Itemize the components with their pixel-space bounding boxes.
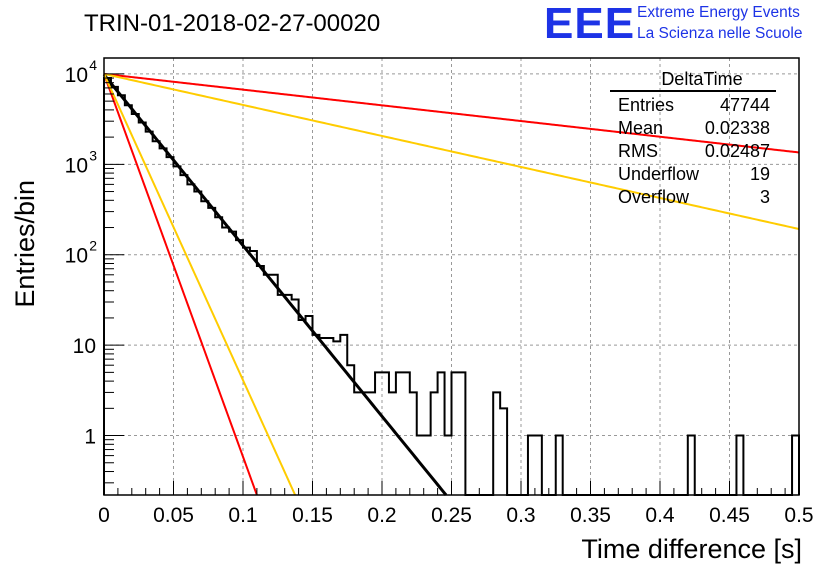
stats-label: Overflow <box>618 187 690 207</box>
stats-value: 0.02487 <box>704 141 770 161</box>
x-tick-label: 0.4 <box>645 504 675 527</box>
y-tick-label: 10 <box>65 154 88 177</box>
x-tick-label: 0.15 <box>292 504 333 527</box>
fit-curves <box>102 72 800 496</box>
y-tick-label: 10 <box>65 64 88 87</box>
x-axis-label: Time difference [s] <box>581 534 802 564</box>
y-tick-exponent: 2 <box>89 238 97 254</box>
grid-lines <box>104 58 799 495</box>
stats-value: 0.02338 <box>704 118 770 138</box>
stats-row: Underflow 19 <box>610 163 776 186</box>
fit-curve <box>103 73 297 496</box>
stats-label: Entries <box>618 95 675 115</box>
fit-curve <box>103 72 800 154</box>
stats-row: RMS 0.02487 <box>610 140 776 163</box>
eee-subtitle-line2: La Scienza nelle Scuole <box>637 25 803 42</box>
y-tick-label: 10 <box>73 335 96 358</box>
y-tick-exponent: 4 <box>89 57 97 73</box>
fit-curve <box>102 73 448 496</box>
y-tick-exponent: 3 <box>89 147 97 163</box>
stats-row: Mean 0.02338 <box>610 117 776 140</box>
x-tick-label: 0.5 <box>784 504 813 527</box>
x-tick-label: 0.2 <box>367 504 396 527</box>
x-tick-label: 0 <box>98 504 110 527</box>
x-tick-label: 0.3 <box>506 504 535 527</box>
stats-label: RMS <box>618 141 658 161</box>
x-tick-label: 0.35 <box>570 504 611 527</box>
x-tick-label: 0.1 <box>228 504 257 527</box>
fit-curve <box>103 72 800 230</box>
tick-labels: 0 0.05 0.1 0.15 0.2 0.25 0.3 0.35 0.4 0.45 0.5 1 10 1… <box>65 57 814 527</box>
x-tick-label: 0.25 <box>431 504 472 527</box>
y-tick-label: 1 <box>84 426 96 449</box>
y-tick-label: 10 <box>65 245 88 268</box>
stats-row: Overflow 3 <box>610 186 776 209</box>
eee-subtitle-line1: Extreme Energy Events <box>637 4 800 21</box>
eee-logo: EEE <box>544 0 636 48</box>
stats-title: DeltaTime <box>610 68 776 92</box>
stats-box: DeltaTime Entries 47744 Mean 0.02338 RMS 0.… <box>610 68 776 209</box>
y-axis-label: Entries/bin <box>10 180 40 308</box>
stats-value: 19 <box>749 164 770 184</box>
stats-label: Mean <box>618 118 664 138</box>
stats-value: 47744 <box>719 95 770 115</box>
fit-curve <box>103 73 258 496</box>
stats-label: Underflow <box>618 164 700 184</box>
x-tick-label: 0.05 <box>153 504 194 527</box>
plot-title: TRIN-01-2018-02-27-00020 <box>84 10 381 37</box>
x-tick-label: 0.45 <box>709 504 750 527</box>
stats-row: Entries 47744 <box>610 94 776 117</box>
axis-ticks <box>103 73 800 495</box>
stats-value: 3 <box>759 187 770 207</box>
